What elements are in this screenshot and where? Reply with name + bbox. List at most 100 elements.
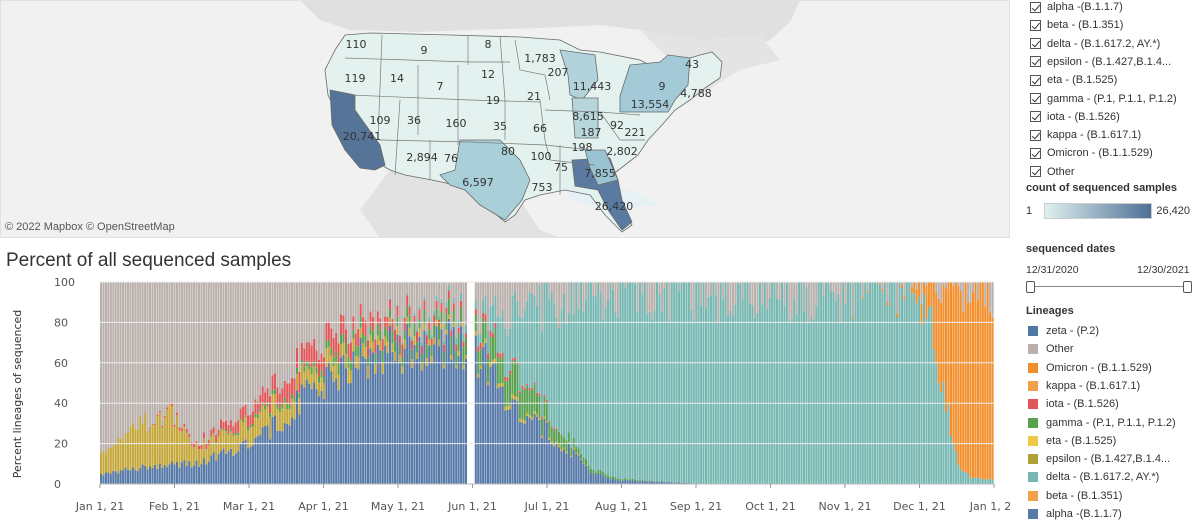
day-bar-stack[interactable] [935,282,937,484]
day-bar-stack[interactable] [641,282,643,484]
day-bar-stack[interactable] [553,282,555,484]
day-bar-stack[interactable] [813,282,815,484]
day-bar-stack[interactable] [869,282,871,484]
day-bar-stack[interactable] [842,282,844,484]
day-bar-stack[interactable] [345,282,347,484]
day-bar-stack[interactable] [602,282,604,484]
day-bar-stack[interactable] [139,282,141,484]
day-bar-stack[interactable] [597,282,599,484]
day-bar-stack[interactable] [215,282,217,484]
day-bar-stack[interactable] [149,282,151,484]
day-bar-stack[interactable] [867,282,869,484]
day-bar-stack[interactable] [803,282,805,484]
day-bar-stack[interactable] [793,282,795,484]
day-bar-stack[interactable] [563,282,565,484]
day-bar-stack[interactable] [950,282,952,484]
day-bar-stack[interactable] [791,282,793,484]
day-bar-stack[interactable] [938,282,940,484]
day-bar-stack[interactable] [401,282,403,484]
day-bar-stack[interactable] [357,282,359,484]
day-bar-stack[interactable] [205,282,207,484]
day-bar-stack[interactable] [632,282,634,484]
day-bar-stack[interactable] [267,282,269,484]
day-bar-stack[interactable] [717,282,719,484]
day-bar-stack[interactable] [756,282,758,484]
day-bar-stack[interactable] [274,282,276,484]
day-bar-stack[interactable] [595,282,597,484]
day-bar-stack[interactable] [690,282,692,484]
day-bar-stack[interactable] [857,282,859,484]
day-bar-stack[interactable] [541,282,543,484]
day-bar-stack[interactable] [504,282,506,484]
day-bar-stack[interactable] [347,282,349,484]
checkbox-checked-icon[interactable] [1030,111,1041,122]
day-bar-stack[interactable] [896,282,898,484]
day-bar-stack[interactable] [485,282,487,484]
day-bar-stack[interactable] [296,282,298,484]
day-bar-stack[interactable] [440,282,442,484]
lineage-filter-item[interactable]: alpha -(B.1.1.7) [1030,0,1123,16]
day-bar-stack[interactable] [100,282,102,484]
day-bar-stack[interactable] [783,282,785,484]
day-bar-stack[interactable] [254,282,256,484]
day-bar-stack[interactable] [436,282,438,484]
day-bar-stack[interactable] [526,282,528,484]
day-bar-stack[interactable] [627,282,629,484]
day-bar-stack[interactable] [884,282,886,484]
day-bar-stack[interactable] [876,282,878,484]
day-bar-stack[interactable] [774,282,776,484]
day-bar-stack[interactable] [744,282,746,484]
day-bar-stack[interactable] [137,282,139,484]
bar-series[interactable] [100,282,994,484]
day-bar-stack[interactable] [693,282,695,484]
day-bar-stack[interactable] [156,282,158,484]
checkbox-checked-icon[interactable] [1030,166,1041,177]
day-bar-stack[interactable] [235,282,237,484]
day-bar-stack[interactable] [840,282,842,484]
day-bar-stack[interactable] [607,282,609,484]
day-bar-stack[interactable] [739,282,741,484]
day-bar-stack[interactable] [465,282,467,484]
day-bar-stack[interactable] [489,282,491,484]
day-bar-stack[interactable] [409,282,411,484]
day-bar-stack[interactable] [538,282,540,484]
day-bar-stack[interactable] [218,282,220,484]
day-bar-stack[interactable] [585,282,587,484]
day-bar-stack[interactable] [749,282,751,484]
day-bar-stack[interactable] [556,282,558,484]
day-bar-stack[interactable] [367,282,369,484]
day-bar-stack[interactable] [200,282,202,484]
day-bar-stack[interactable] [649,282,651,484]
day-bar-stack[interactable] [580,282,582,484]
day-bar-stack[interactable] [583,282,585,484]
day-bar-stack[interactable] [639,282,641,484]
day-bar-stack[interactable] [835,282,837,484]
day-bar-stack[interactable] [668,282,670,484]
day-bar-stack[interactable] [110,282,112,484]
day-bar-stack[interactable] [208,282,210,484]
day-bar-stack[interactable] [102,282,104,484]
day-bar-stack[interactable] [313,282,315,484]
day-bar-stack[interactable] [127,282,129,484]
date-slider-handle-end[interactable] [1183,281,1192,293]
checkbox-checked-icon[interactable] [1030,93,1041,104]
day-bar-stack[interactable] [487,282,489,484]
day-bar-stack[interactable] [818,282,820,484]
day-bar-stack[interactable] [984,282,986,484]
day-bar-stack[interactable] [849,282,851,484]
day-bar-stack[interactable] [338,282,340,484]
day-bar-stack[interactable] [144,282,146,484]
day-bar-stack[interactable] [536,282,538,484]
day-bar-stack[interactable] [678,282,680,484]
day-bar-stack[interactable] [698,282,700,484]
day-bar-stack[interactable] [475,282,477,484]
day-bar-stack[interactable] [497,282,499,484]
day-bar-stack[interactable] [276,282,278,484]
day-bar-stack[interactable] [754,282,756,484]
day-bar-stack[interactable] [431,282,433,484]
day-bar-stack[interactable] [676,282,678,484]
day-bar-stack[interactable] [154,282,156,484]
